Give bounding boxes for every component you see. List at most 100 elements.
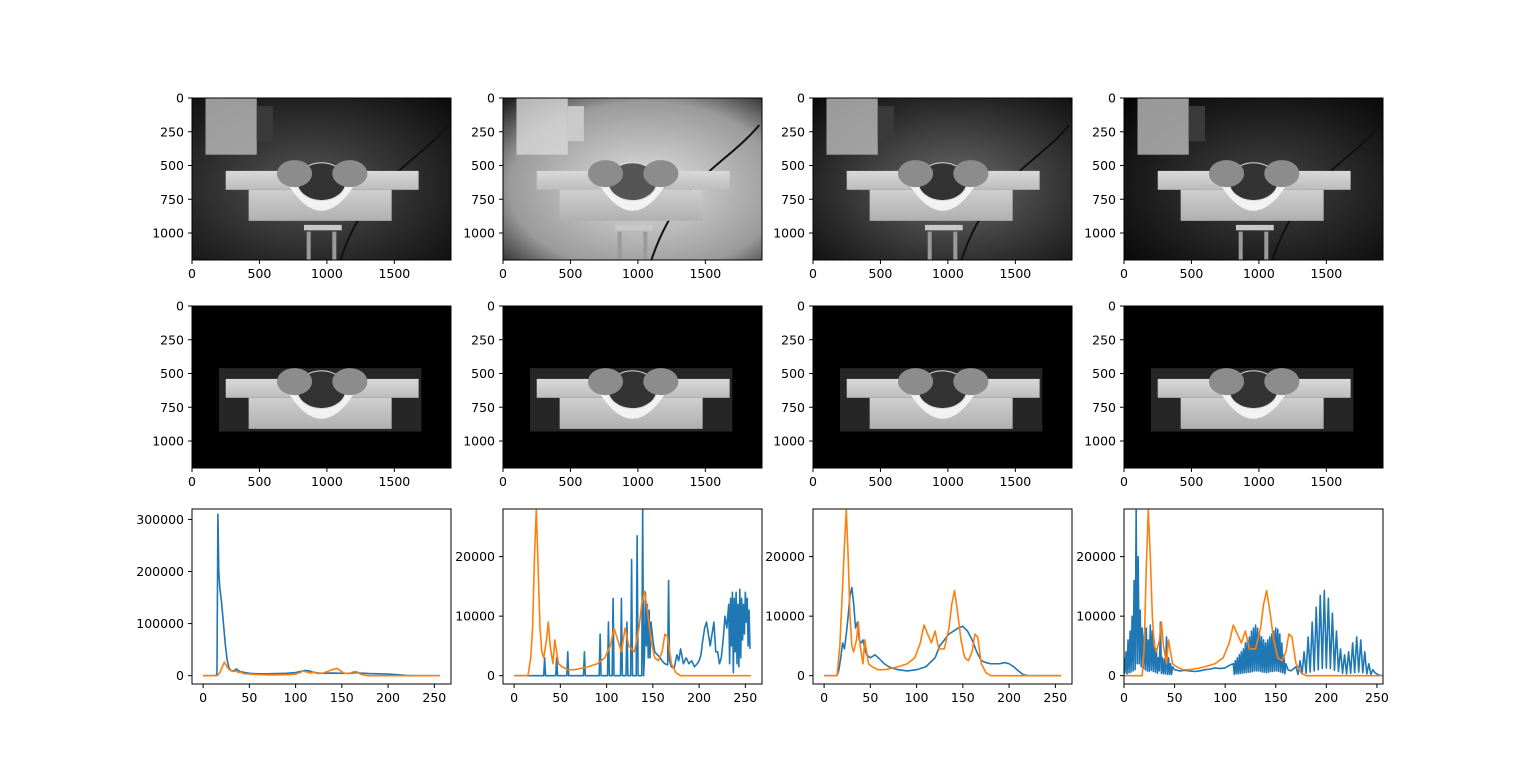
plot-area — [813, 509, 1072, 684]
y-tick-label: 250 — [160, 124, 184, 139]
x-tick-label: 0 — [809, 474, 817, 489]
hist-r3c4: 0 50 100 150 200 250 0 10000 20000 — [1076, 508, 1389, 705]
left-lobe — [587, 160, 624, 188]
y-tick-label: 500 — [471, 366, 495, 381]
series-orange-line — [1124, 509, 1383, 677]
series-orange-line — [824, 509, 1061, 677]
x-tick-label: 100 — [905, 690, 929, 705]
x-tick-label: 150 — [330, 690, 354, 705]
x-tick-label: 1500 — [1310, 474, 1342, 489]
image-content — [813, 306, 1072, 468]
x-tick-label: 0 — [1120, 474, 1128, 489]
series-blue-line — [514, 509, 751, 677]
roi-panel-r2c4: 0 250 500 750 1000 0 500 1000 1500 — [1084, 299, 1384, 489]
y-tick-label: 0 — [1108, 91, 1116, 106]
y-tick-label: 250 — [781, 332, 805, 347]
axes-frame — [812, 97, 1073, 261]
x-tick-label: 1000 — [311, 266, 343, 281]
x-tick-label: 1500 — [999, 266, 1031, 281]
right-lobe — [332, 160, 368, 188]
x-tick-label: 1500 — [1310, 266, 1342, 281]
clamp-leg — [306, 231, 311, 260]
image-panel-r1c3: 0 250 500 750 1000 0 500 1000 1500 — [773, 91, 1073, 281]
tool-block — [826, 98, 878, 155]
hist-r3c1: 0 50 100 150 200 250 0 100000 200000 300000 — [136, 508, 452, 705]
right-lobe — [953, 368, 989, 396]
x-tick-label: 1000 — [622, 474, 654, 489]
axes-frame — [1123, 508, 1384, 685]
clamp — [924, 224, 963, 231]
axes-frame — [1123, 97, 1384, 261]
y-tick-label: 10000 — [1076, 609, 1116, 624]
axes-frame — [191, 97, 452, 261]
y-tick-label: 0 — [1108, 668, 1116, 683]
x-tick-label: 500 — [1180, 474, 1204, 489]
x-tick-label: 1000 — [311, 474, 343, 489]
x-tick-label: 1500 — [378, 474, 410, 489]
x-tick-label: 500 — [1180, 266, 1204, 281]
x-tick-label: 0 — [188, 266, 196, 281]
right-lobe — [1264, 160, 1300, 188]
clamp-leg — [643, 231, 648, 260]
x-tick-label: 100 — [595, 690, 619, 705]
image-content — [192, 306, 451, 468]
axes-frame — [1123, 305, 1384, 469]
tool-block — [1137, 98, 1189, 155]
weld-u-shape — [1218, 181, 1289, 211]
y-tick-label: 500 — [471, 158, 495, 173]
x-tick-label: 0 — [1120, 266, 1128, 281]
x-tick-label: 500 — [869, 474, 893, 489]
y-tick-label: 1000 — [152, 434, 184, 449]
roi-panel-r2c1: 0 250 500 750 1000 0 500 1000 1500 — [152, 299, 452, 489]
y-tick-label: 750 — [1092, 192, 1116, 207]
y-tick-label: 1000 — [463, 226, 495, 241]
y-tick-label: 750 — [471, 192, 495, 207]
weld-u-shape — [286, 181, 357, 211]
y-tick-label: 100000 — [136, 616, 184, 631]
left-lobe — [276, 160, 313, 188]
y-tick-label: 750 — [1092, 400, 1116, 415]
x-tick-label: 1000 — [622, 266, 654, 281]
y-tick-label: 1000 — [152, 226, 184, 241]
x-tick-label: 500 — [869, 266, 893, 281]
x-tick-label: 1000 — [932, 474, 964, 489]
axes-frame — [502, 508, 763, 685]
axes-frame — [502, 305, 763, 469]
y-tick-label: 0 — [1108, 299, 1116, 314]
series-orange-line — [514, 509, 751, 677]
y-tick-label: 0 — [176, 299, 184, 314]
y-tick-label: 500 — [160, 158, 184, 173]
y-tick-label: 1000 — [773, 434, 805, 449]
tool-arm — [256, 106, 273, 142]
axes-frame — [191, 508, 452, 685]
y-tick-label: 500 — [1092, 366, 1116, 381]
tool-arm — [1188, 106, 1205, 142]
x-tick-label: 0 — [499, 474, 507, 489]
tool-arm — [567, 106, 584, 142]
image-content — [503, 306, 762, 468]
image-panel-r1c4: 0 250 500 750 1000 0 500 1000 1500 — [1084, 91, 1384, 281]
y-tick-label: 10000 — [765, 609, 805, 624]
x-tick-label: 500 — [248, 474, 272, 489]
y-tick-label: 250 — [160, 332, 184, 347]
y-tick-label: 250 — [781, 124, 805, 139]
weld-u-shape — [907, 181, 978, 211]
x-tick-label: 100 — [1213, 690, 1237, 705]
y-tick-label: 750 — [160, 400, 184, 415]
y-tick-label: 750 — [781, 400, 805, 415]
y-tick-label: 500 — [781, 158, 805, 173]
right-lobe — [953, 160, 989, 188]
y-tick-label: 300000 — [136, 512, 184, 527]
y-tick-label: 200000 — [136, 564, 184, 579]
weld-u-shape — [597, 181, 668, 211]
y-tick-label: 250 — [1092, 332, 1116, 347]
left-lobe — [897, 368, 934, 396]
right-lobe — [1264, 368, 1300, 396]
image-panel-r1c1: 0 250 500 750 1000 0 500 1000 1500 — [152, 91, 452, 281]
clamp-leg — [332, 231, 337, 260]
y-tick-label: 0 — [487, 668, 495, 683]
x-tick-label: 250 — [1365, 690, 1389, 705]
y-tick-label: 1000 — [773, 226, 805, 241]
series-orange-line — [203, 661, 440, 677]
